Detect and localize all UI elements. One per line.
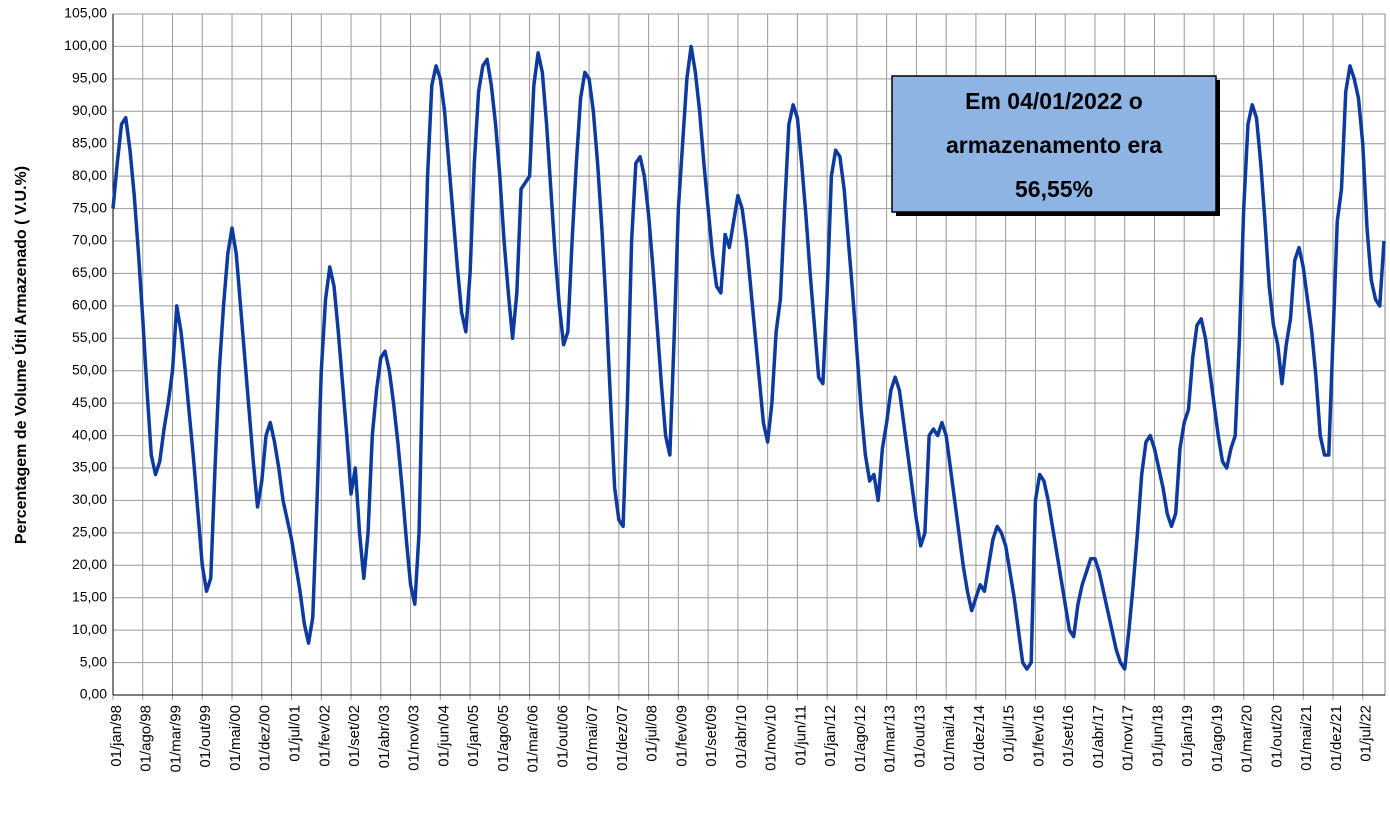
x-tick-label: 01/mai/14 [941,705,958,771]
y-tick-label: 50,00 [72,361,107,377]
x-tick-label: 01/fev/02 [316,705,333,767]
x-tick-label: 01/mai/07 [584,705,601,771]
y-tick-label: 60,00 [72,297,107,313]
y-tick-label: 90,00 [72,102,107,118]
x-tick-label: 01/jun/04 [435,705,452,767]
x-tick-label: 01/out/20 [1268,705,1285,768]
x-tick-label: 01/dez/00 [257,705,274,771]
data-line [111,44,1386,671]
x-tick-label: 01/nov/10 [763,705,780,771]
x-tick-label: 01/mai/21 [1298,705,1315,771]
y-tick-label: 65,00 [72,264,107,280]
x-tick-label: 01/set/02 [346,705,363,767]
x-tick-label: 01/jan/05 [465,705,482,767]
x-tick-label: 01/out/06 [554,705,571,768]
x-tick-label: 01/jan/98 [108,705,125,767]
x-tick-label: 01/abr/10 [733,705,750,768]
x-tick-label: 01/fev/16 [1030,705,1047,767]
y-tick-label: 0,00 [80,686,107,702]
x-tick-label: 01/ago/12 [852,705,869,772]
y-tick-label: 55,00 [72,329,107,345]
x-tick-label: 01/set/16 [1060,705,1077,767]
x-tick-label: 01/ago/05 [495,705,512,772]
y-tick-label: 105,00 [64,5,107,21]
x-tick-label: 01/jul/22 [1358,705,1375,762]
y-tick-label: 35,00 [72,459,107,475]
y-tick-label: 10,00 [72,621,107,637]
y-tick-label: 45,00 [72,394,107,410]
x-tick-label: 01/jul/01 [287,705,304,762]
y-tick-label: 85,00 [72,134,107,150]
x-tick-label: 01/mar/99 [167,705,184,773]
x-tick-label: 01/out/99 [197,705,214,768]
y-tick-label: 40,00 [72,426,107,442]
x-tick-label: 01/jul/08 [644,705,661,762]
x-tick-label: 01/mai/00 [227,705,244,771]
x-tick-label: 01/out/13 [911,705,928,768]
x-tick-label: 01/fev/09 [673,705,690,767]
y-tick-label: 15,00 [72,588,107,604]
x-tick-label: 01/nov/03 [406,705,423,771]
x-tick-label: 01/abr/17 [1090,705,1107,768]
y-tick-label: 80,00 [72,167,107,183]
x-tick-label: 01/mar/13 [882,705,899,773]
x-tick-label: 01/jan/12 [822,705,839,767]
y-tick-label: 95,00 [72,70,107,86]
y-tick-label: 25,00 [72,524,107,540]
annotation-text: 56,55% [1015,176,1093,202]
x-tick-label: 01/set/09 [703,705,720,767]
x-tick-label: 01/ago/98 [138,705,155,772]
x-tick-label: 01/dez/14 [971,705,988,771]
y-tick-label: 70,00 [72,232,107,248]
y-tick-label: 30,00 [72,491,107,507]
x-tick-label: 01/jul/15 [1001,705,1018,762]
y-tick-label: 20,00 [72,556,107,572]
x-tick-label: 01/dez/21 [1328,705,1345,771]
x-tick-label: 01/ago/19 [1209,705,1226,772]
x-tick-label: 01/mar/06 [525,705,542,773]
y-tick-label: 5,00 [80,653,107,669]
x-tick-label: 01/jun/18 [1149,705,1166,767]
x-tick-label: 01/mar/20 [1239,705,1256,773]
annotation-text: Em 04/01/2022 o [965,88,1143,114]
x-tick-label: 01/jun/11 [792,705,809,766]
y-tick-label: 100,00 [64,37,107,53]
x-tick-label: 01/nov/17 [1120,705,1137,771]
x-tick-label: 01/dez/07 [614,705,631,771]
x-tick-label: 01/jan/19 [1179,705,1196,767]
y-tick-label: 75,00 [72,199,107,215]
x-tick-label: 01/abr/03 [376,705,393,768]
annotation-box [891,75,1217,213]
y-axis-label: Percentagem de Volume Útil Armazenado ( … [11,166,30,544]
annotation-text: armazenamento era [946,132,1162,158]
